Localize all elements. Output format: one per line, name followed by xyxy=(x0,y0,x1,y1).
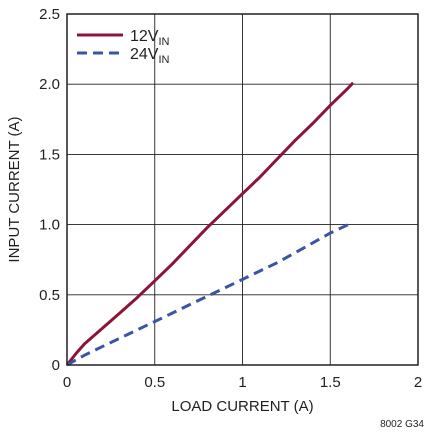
x-tick-label: 1 xyxy=(238,374,246,391)
y-axis-title: INPUT CURRENT (A) xyxy=(6,116,23,262)
tick-label-layer: 0 0.5 1 1.5 2 0 0.5 1.0 1.5 2.0 2.5 xyxy=(39,6,422,391)
legend-label-0: 12VIN xyxy=(130,28,170,48)
x-tick-label: 1.5 xyxy=(320,374,341,391)
legend-label-1: 24VIN xyxy=(130,46,170,66)
y-tick-label: 2.0 xyxy=(39,76,60,93)
plot-frame xyxy=(66,13,419,366)
figure-code: 8002 G34 xyxy=(380,419,424,430)
series-line-24v-in xyxy=(66,221,352,367)
grid-layer xyxy=(67,14,418,365)
x-tick-label: 0.5 xyxy=(144,374,165,391)
legend-label-subscript: IN xyxy=(158,36,169,48)
y-tick-label: 1.5 xyxy=(39,146,60,163)
legend-label-subscript: IN xyxy=(158,54,169,66)
y-tick-label: 2.5 xyxy=(39,6,60,23)
series-line-12v-in xyxy=(65,81,355,366)
y-tick-label: 1.0 xyxy=(39,217,60,234)
y-tick-label: 0.5 xyxy=(39,287,60,304)
series-layer xyxy=(65,81,355,367)
x-axis-title: LOAD CURRENT (A) xyxy=(171,398,313,415)
x-tick-label: 0 xyxy=(63,374,71,391)
y-tick-label: 0 xyxy=(52,357,60,374)
x-tick-label: 2 xyxy=(414,374,422,391)
